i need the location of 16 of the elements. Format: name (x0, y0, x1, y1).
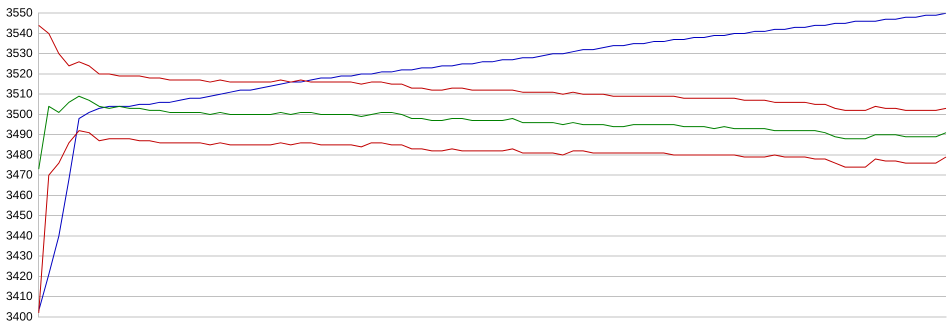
y-tick-label: 3530 (6, 46, 34, 60)
y-tick-label: 3480 (6, 147, 34, 162)
y-tick-label: 3520 (6, 66, 34, 80)
y-tick-label: 3420 (6, 268, 34, 283)
y-tick-label: 3460 (6, 188, 34, 202)
y-tick-label: 3550 (6, 6, 34, 20)
y-tick-label: 3510 (6, 86, 34, 101)
y-tick-label: 3400 (6, 309, 34, 324)
y-tick-label: 3470 (6, 168, 34, 182)
y-tick-label: 3500 (6, 106, 34, 121)
y-tick-label: 3410 (6, 289, 34, 304)
y-tick-label: 3440 (6, 228, 34, 242)
y-tick-label: 3430 (6, 248, 34, 263)
y-tick-label: 3490 (6, 127, 34, 142)
y-tick-label: 3540 (6, 26, 34, 40)
y-tick-label: 3450 (6, 208, 34, 222)
